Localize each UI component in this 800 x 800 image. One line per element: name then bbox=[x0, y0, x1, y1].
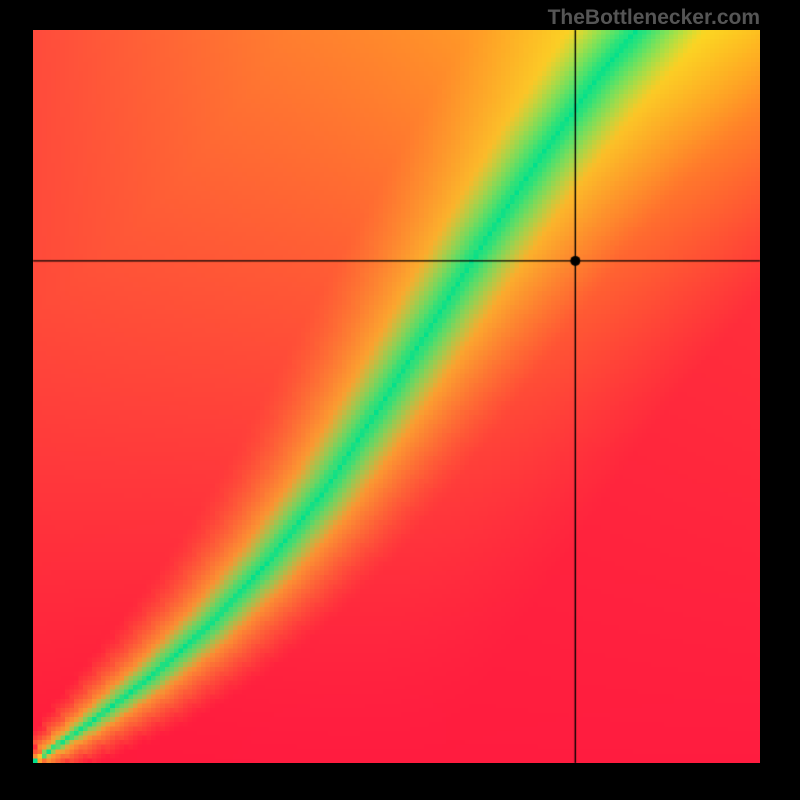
chart-container: TheBottlenecker.com bbox=[0, 0, 800, 800]
crosshair-overlay bbox=[0, 0, 800, 800]
watermark-text: TheBottlenecker.com bbox=[548, 6, 760, 30]
